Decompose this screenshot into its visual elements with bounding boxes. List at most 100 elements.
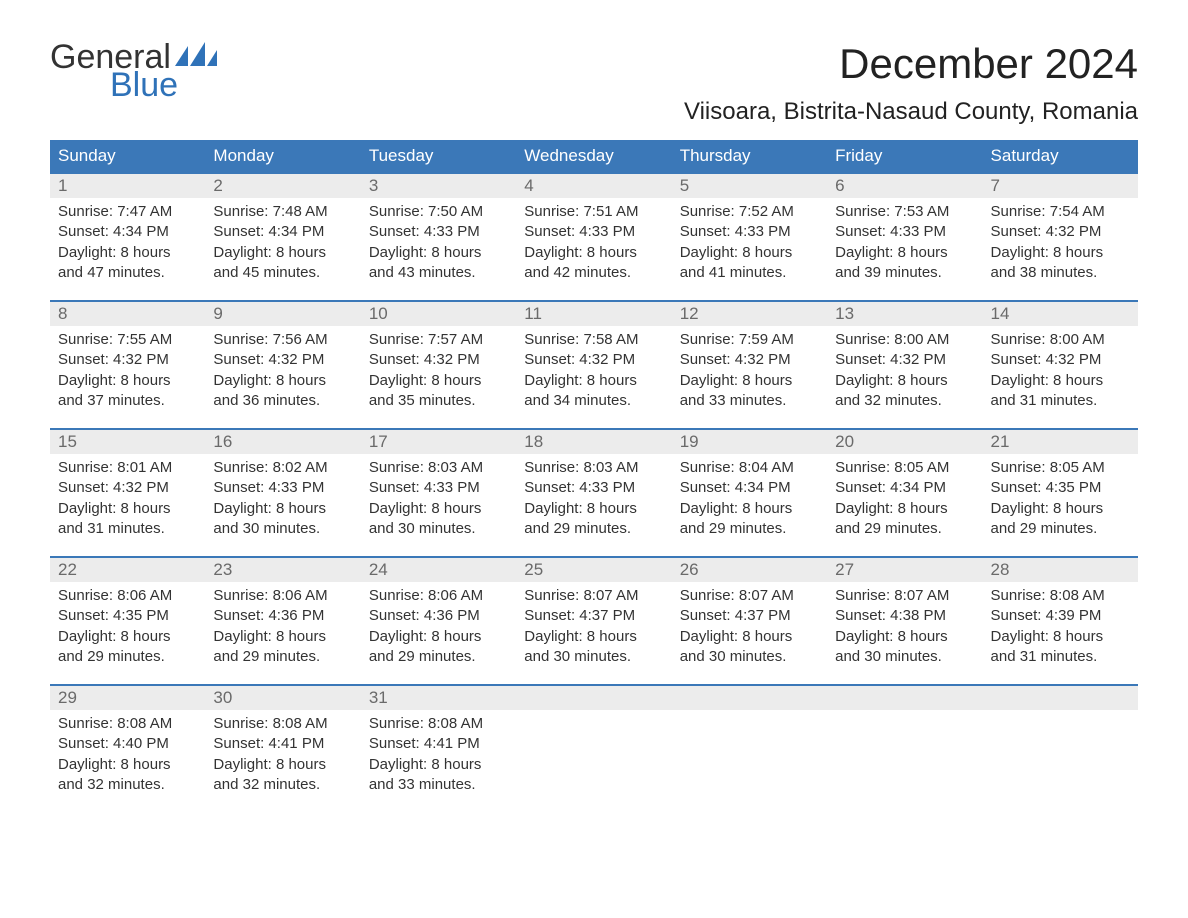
- day-number: 22: [50, 558, 205, 582]
- day-body: Sunrise: 8:00 AMSunset: 4:32 PMDaylight:…: [983, 326, 1138, 417]
- sunset-line: Sunset: 4:32 PM: [680, 350, 819, 370]
- day-body: Sunrise: 7:47 AMSunset: 4:34 PMDaylight:…: [50, 198, 205, 289]
- sunrise-line: Sunrise: 8:05 AM: [991, 458, 1130, 478]
- daylight-line: Daylight: 8 hours and 30 minutes.: [213, 499, 352, 540]
- daylight-line: Daylight: 8 hours and 29 minutes.: [213, 627, 352, 668]
- day-body: Sunrise: 8:03 AMSunset: 4:33 PMDaylight:…: [361, 454, 516, 545]
- sunset-line: Sunset: 4:32 PM: [991, 222, 1130, 242]
- calendar-cell: 15Sunrise: 8:01 AMSunset: 4:32 PMDayligh…: [50, 429, 205, 557]
- calendar-week-row: 15Sunrise: 8:01 AMSunset: 4:32 PMDayligh…: [50, 429, 1138, 557]
- day-body: Sunrise: 8:06 AMSunset: 4:36 PMDaylight:…: [361, 582, 516, 673]
- calendar-cell: 26Sunrise: 8:07 AMSunset: 4:37 PMDayligh…: [672, 557, 827, 685]
- day-number: 31: [361, 686, 516, 710]
- calendar-cell: 10Sunrise: 7:57 AMSunset: 4:32 PMDayligh…: [361, 301, 516, 429]
- sunset-line: Sunset: 4:32 PM: [524, 350, 663, 370]
- day-body: Sunrise: 7:52 AMSunset: 4:33 PMDaylight:…: [672, 198, 827, 289]
- day-number: 24: [361, 558, 516, 582]
- sunrise-line: Sunrise: 7:58 AM: [524, 330, 663, 350]
- day-number: 29: [50, 686, 205, 710]
- daylight-line: Daylight: 8 hours and 29 minutes.: [369, 627, 508, 668]
- sunrise-line: Sunrise: 8:06 AM: [213, 586, 352, 606]
- day-body: Sunrise: 8:00 AMSunset: 4:32 PMDaylight:…: [827, 326, 982, 417]
- calendar-header: SundayMondayTuesdayWednesdayThursdayFrid…: [50, 140, 1138, 173]
- calendar-cell: 29Sunrise: 8:08 AMSunset: 4:40 PMDayligh…: [50, 685, 205, 813]
- sunrise-line: Sunrise: 8:08 AM: [213, 714, 352, 734]
- calendar-cell: 21Sunrise: 8:05 AMSunset: 4:35 PMDayligh…: [983, 429, 1138, 557]
- day-number: 7: [983, 174, 1138, 198]
- day-body: Sunrise: 7:53 AMSunset: 4:33 PMDaylight:…: [827, 198, 982, 289]
- day-body: Sunrise: 8:07 AMSunset: 4:37 PMDaylight:…: [672, 582, 827, 673]
- calendar-cell: 17Sunrise: 8:03 AMSunset: 4:33 PMDayligh…: [361, 429, 516, 557]
- calendar-cell: 30Sunrise: 8:08 AMSunset: 4:41 PMDayligh…: [205, 685, 360, 813]
- day-number: 14: [983, 302, 1138, 326]
- sunrise-line: Sunrise: 7:48 AM: [213, 202, 352, 222]
- day-number: 28: [983, 558, 1138, 582]
- sunset-line: Sunset: 4:32 PM: [991, 350, 1130, 370]
- daylight-line: Daylight: 8 hours and 29 minutes.: [680, 499, 819, 540]
- day-body: Sunrise: 8:05 AMSunset: 4:34 PMDaylight:…: [827, 454, 982, 545]
- sunrise-line: Sunrise: 8:08 AM: [58, 714, 197, 734]
- day-number: 16: [205, 430, 360, 454]
- daylight-line: Daylight: 8 hours and 31 minutes.: [58, 499, 197, 540]
- sunrise-line: Sunrise: 8:07 AM: [835, 586, 974, 606]
- calendar-week-row: 29Sunrise: 8:08 AMSunset: 4:40 PMDayligh…: [50, 685, 1138, 813]
- day-number: [983, 686, 1138, 710]
- daylight-line: Daylight: 8 hours and 30 minutes.: [369, 499, 508, 540]
- day-body: Sunrise: 8:08 AMSunset: 4:41 PMDaylight:…: [361, 710, 516, 801]
- calendar-cell: 19Sunrise: 8:04 AMSunset: 4:34 PMDayligh…: [672, 429, 827, 557]
- calendar-cell: 31Sunrise: 8:08 AMSunset: 4:41 PMDayligh…: [361, 685, 516, 813]
- daylight-line: Daylight: 8 hours and 33 minutes.: [369, 755, 508, 796]
- weekday-header: Wednesday: [516, 140, 671, 173]
- day-number: 2: [205, 174, 360, 198]
- location-line: Viisoara, Bistrita-Nasaud County, Romani…: [684, 98, 1138, 126]
- day-number: 21: [983, 430, 1138, 454]
- sunrise-line: Sunrise: 8:06 AM: [369, 586, 508, 606]
- day-number: 8: [50, 302, 205, 326]
- daylight-line: Daylight: 8 hours and 35 minutes.: [369, 371, 508, 412]
- day-number: 10: [361, 302, 516, 326]
- sunrise-line: Sunrise: 8:00 AM: [835, 330, 974, 350]
- daylight-line: Daylight: 8 hours and 37 minutes.: [58, 371, 197, 412]
- sunrise-line: Sunrise: 8:02 AM: [213, 458, 352, 478]
- sunset-line: Sunset: 4:34 PM: [213, 222, 352, 242]
- calendar-cell: [516, 685, 671, 813]
- sunset-line: Sunset: 4:33 PM: [524, 478, 663, 498]
- sunset-line: Sunset: 4:39 PM: [991, 606, 1130, 626]
- daylight-line: Daylight: 8 hours and 32 minutes.: [835, 371, 974, 412]
- sunrise-line: Sunrise: 8:07 AM: [524, 586, 663, 606]
- sunrise-line: Sunrise: 8:03 AM: [369, 458, 508, 478]
- sunset-line: Sunset: 4:32 PM: [835, 350, 974, 370]
- day-number: 17: [361, 430, 516, 454]
- day-body: Sunrise: 7:54 AMSunset: 4:32 PMDaylight:…: [983, 198, 1138, 289]
- calendar-week-row: 8Sunrise: 7:55 AMSunset: 4:32 PMDaylight…: [50, 301, 1138, 429]
- daylight-line: Daylight: 8 hours and 42 minutes.: [524, 243, 663, 284]
- sunset-line: Sunset: 4:36 PM: [213, 606, 352, 626]
- calendar-cell: 24Sunrise: 8:06 AMSunset: 4:36 PMDayligh…: [361, 557, 516, 685]
- daylight-line: Daylight: 8 hours and 31 minutes.: [991, 627, 1130, 668]
- day-body: Sunrise: 8:07 AMSunset: 4:37 PMDaylight:…: [516, 582, 671, 673]
- sunset-line: Sunset: 4:34 PM: [58, 222, 197, 242]
- day-body: Sunrise: 8:06 AMSunset: 4:36 PMDaylight:…: [205, 582, 360, 673]
- sunset-line: Sunset: 4:35 PM: [991, 478, 1130, 498]
- daylight-line: Daylight: 8 hours and 47 minutes.: [58, 243, 197, 284]
- sunrise-line: Sunrise: 7:57 AM: [369, 330, 508, 350]
- title-block: December 2024 Viisoara, Bistrita-Nasaud …: [684, 40, 1138, 134]
- day-number: 12: [672, 302, 827, 326]
- daylight-line: Daylight: 8 hours and 43 minutes.: [369, 243, 508, 284]
- day-body: Sunrise: 8:08 AMSunset: 4:41 PMDaylight:…: [205, 710, 360, 801]
- day-body: Sunrise: 8:02 AMSunset: 4:33 PMDaylight:…: [205, 454, 360, 545]
- day-body: Sunrise: 7:57 AMSunset: 4:32 PMDaylight:…: [361, 326, 516, 417]
- day-number: 18: [516, 430, 671, 454]
- calendar-cell: 4Sunrise: 7:51 AMSunset: 4:33 PMDaylight…: [516, 173, 671, 301]
- sunrise-line: Sunrise: 8:06 AM: [58, 586, 197, 606]
- sunset-line: Sunset: 4:32 PM: [369, 350, 508, 370]
- day-number: 11: [516, 302, 671, 326]
- sunrise-line: Sunrise: 8:07 AM: [680, 586, 819, 606]
- daylight-line: Daylight: 8 hours and 33 minutes.: [680, 371, 819, 412]
- calendar-cell: 13Sunrise: 8:00 AMSunset: 4:32 PMDayligh…: [827, 301, 982, 429]
- page-header: General Blue December 2024 Viisoara, Bis…: [50, 40, 1138, 134]
- calendar-cell: 8Sunrise: 7:55 AMSunset: 4:32 PMDaylight…: [50, 301, 205, 429]
- calendar-cell: 3Sunrise: 7:50 AMSunset: 4:33 PMDaylight…: [361, 173, 516, 301]
- day-body: Sunrise: 8:01 AMSunset: 4:32 PMDaylight:…: [50, 454, 205, 545]
- weekday-header: Friday: [827, 140, 982, 173]
